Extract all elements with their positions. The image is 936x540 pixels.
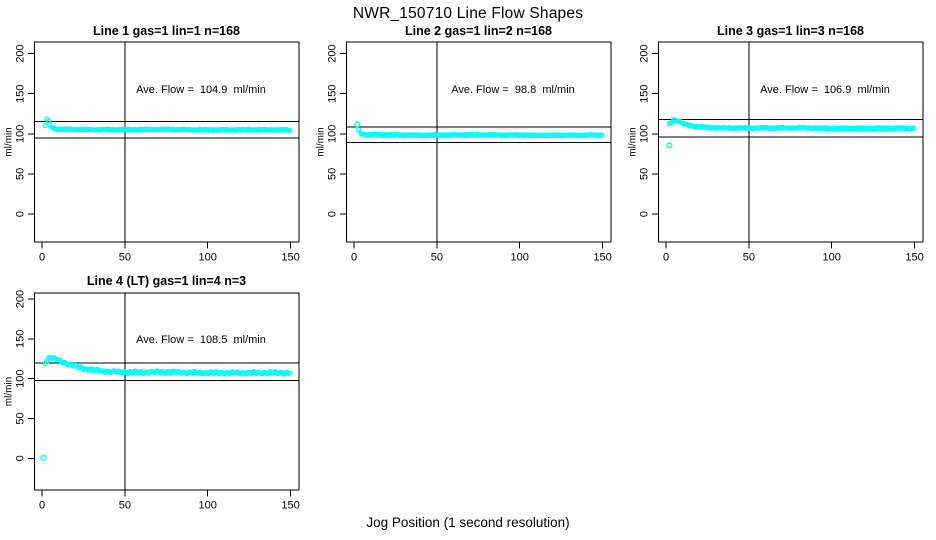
- x-tick-label: 100: [199, 500, 217, 512]
- y-axis-title: ml/min: [316, 127, 327, 156]
- subplot-line1: 0 50 100 150 0 50 100 150 200 ml/min Line 1 gas=1…: [0, 20, 312, 270]
- data-point: [42, 122, 48, 129]
- y-tick-label: 50: [15, 168, 27, 180]
- y-axis-title: ml/min: [628, 127, 639, 156]
- data-points: [42, 116, 293, 134]
- subplot-title: Line 2 gas=1 lin=2 n=168: [405, 24, 552, 38]
- y-tick-label: 200: [639, 44, 651, 62]
- plot-box: [346, 41, 612, 243]
- ave-flow-annotation: Ave. Flow = 106.9 ml/min: [760, 84, 890, 96]
- y-tick-label: 200: [15, 290, 27, 308]
- data-point: [287, 370, 293, 376]
- subplot-line2: 0 50 100 150 0 50 100 150 200 ml/min Line 2 gas=1…: [312, 20, 624, 270]
- y-tick-label: 0: [15, 211, 27, 217]
- x-tick-label: 150: [593, 252, 611, 264]
- plot-box: [658, 41, 924, 243]
- x-tick-label: 50: [743, 252, 755, 264]
- x-tick-label: 50: [119, 500, 131, 512]
- plot-box: [34, 292, 300, 491]
- x-tick-label: 150: [281, 252, 299, 264]
- plot-area-line3: 0 50 100 150 0 50 100 150 200 ml/min: [628, 41, 924, 264]
- page-title: NWR_150710 Line Flow Shapes: [352, 5, 584, 22]
- y-tick-label: 200: [327, 44, 339, 62]
- outlier-point: [666, 142, 673, 149]
- y-tick-label: 100: [15, 125, 27, 143]
- data-points: [666, 117, 917, 132]
- data-point: [287, 127, 293, 133]
- outlier-point: [354, 121, 361, 128]
- y-tick-label: 50: [327, 168, 339, 180]
- data-points: [42, 354, 293, 377]
- y-tick-label: 50: [639, 168, 651, 180]
- plot-box: [34, 41, 300, 243]
- ave-flow-annotation: Ave. Flow = 104.9 ml/min: [136, 84, 266, 96]
- x-tick-label: 0: [351, 252, 357, 264]
- subplot-title: Line 4 (LT) gas=1 lin=4 n=3: [86, 274, 247, 288]
- data-point: [599, 132, 605, 138]
- x-tick-label: 0: [663, 252, 669, 264]
- plot-area-line2: 0 50 100 150 0 50 100 150 200 ml/min: [316, 41, 612, 264]
- y-tick-label: 150: [15, 84, 27, 102]
- y-tick-label: 150: [327, 84, 339, 102]
- y-axis-title: ml/min: [4, 127, 15, 156]
- y-tick-label: 150: [15, 330, 27, 348]
- subplot-title: Line 1 gas=1 lin=1 n=168: [93, 24, 240, 38]
- y-tick-label: 100: [15, 369, 27, 387]
- y-tick-label: 100: [327, 125, 339, 143]
- ave-flow-annotation: Ave. Flow = 108.5 ml/min: [136, 334, 266, 346]
- y-axis-title: ml/min: [4, 377, 15, 406]
- ave-flow-annotation: Ave. Flow = 98.8 ml/min: [451, 84, 575, 96]
- y-tick-label: 50: [15, 412, 27, 424]
- x-tick-label: 100: [511, 252, 529, 264]
- subplot-title: Line 3 gas=1 lin=3 n=168: [717, 24, 864, 38]
- y-tick-label: 0: [327, 211, 339, 217]
- x-tick-label: 150: [905, 252, 923, 264]
- y-tick-label: 100: [639, 125, 651, 143]
- x-tick-label: 50: [119, 252, 131, 264]
- data-points: [355, 126, 605, 139]
- outlier-point: [40, 454, 47, 462]
- x-tick-label: 100: [199, 252, 217, 264]
- plot-area-line1: 0 50 100 150 0 50 100 150 200 ml/min: [4, 41, 300, 264]
- x-axis-title: Jog Position (1 second resolution): [366, 515, 570, 530]
- subplot-line3: 0 50 100 150 0 50 100 150 200 ml/min Line 3 gas=1…: [624, 20, 936, 270]
- plot-area-line4: 0 50 100 150 0 50 100 150 200 ml/min: [4, 290, 300, 512]
- data-point: [911, 125, 917, 132]
- y-tick-label: 150: [639, 84, 651, 102]
- x-tick-label: 100: [823, 252, 841, 264]
- x-tick-label: 50: [431, 252, 443, 264]
- x-tick-label: 0: [39, 252, 45, 264]
- y-tick-label: 0: [15, 455, 27, 461]
- y-tick-label: 200: [15, 44, 27, 62]
- x-tick-label: 0: [39, 500, 45, 512]
- subplot-line4: 0 50 100 150 0 50 100 150 200 ml/min Line 4 (LT) …: [0, 270, 312, 520]
- x-tick-label: 150: [281, 500, 299, 512]
- y-tick-label: 0: [639, 211, 651, 217]
